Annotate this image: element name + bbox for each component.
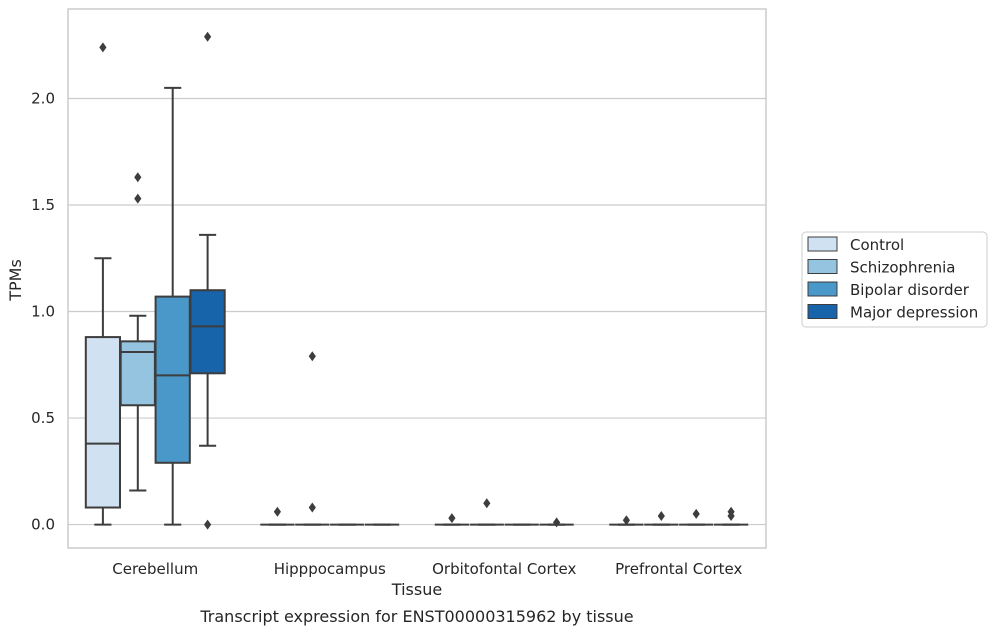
iqr-box: [154, 295, 191, 464]
x-tick-label: Hipppocampus: [274, 560, 386, 578]
outlier-point: [448, 513, 456, 524]
legend-frame: [801, 231, 988, 328]
box-control: [609, 515, 644, 526]
outlier-point: [657, 511, 665, 522]
box-schizophrenia: [295, 351, 330, 526]
box-control: [260, 506, 295, 526]
box-bipolar-disorder: [679, 508, 714, 526]
legend-label: Bipolar disorder: [850, 281, 970, 299]
outlier-point: [273, 506, 281, 517]
y-tick-label: 0.5: [31, 409, 55, 427]
iqr-box: [84, 336, 122, 509]
plot-frame: [67, 8, 767, 549]
box-major-depression: [713, 506, 749, 526]
x-tick-labels: Cerebellum Hipppocampus Orbitofontal Corte…: [112, 560, 742, 578]
outlier-point: [308, 502, 316, 513]
outlier-point: [204, 519, 212, 530]
box-bipolar-disorder: [154, 86, 191, 526]
legend-label: Schizophrenia: [850, 259, 955, 277]
outlier-point: [692, 508, 700, 519]
y-axis-label: TPMs: [6, 259, 25, 302]
y-tick-label: 2.0: [31, 89, 55, 107]
y-tick-label: 1.5: [31, 196, 55, 214]
x-tick-label: Prefrontal Cortex: [615, 560, 742, 578]
outlier-point: [134, 172, 142, 183]
legend-swatch: [807, 259, 838, 274]
y-tick-label: 0.0: [31, 516, 55, 534]
outlier-point: [99, 42, 107, 53]
legend: Control Schizophrenia Bipolar disorder Majo…: [801, 231, 988, 328]
box-major-depression: [189, 31, 226, 530]
box-control: [84, 42, 122, 526]
legend-swatch: [807, 236, 838, 252]
y-tick-labels: 0.0 0.5 1.0 1.5 2.0: [31, 89, 55, 533]
box-control: [434, 513, 470, 526]
box-major-depression: [539, 517, 574, 528]
chart-caption: Transcript expression for ENST0000031596…: [199, 607, 633, 626]
outlier-point: [308, 351, 316, 362]
boxes-layer: [84, 31, 749, 530]
x-tick-label: Cerebellum: [112, 560, 198, 578]
outlier-point: [134, 193, 142, 204]
y-tick-label: 1.0: [31, 303, 55, 321]
box-schizophrenia: [469, 498, 504, 526]
box-schizophrenia: [119, 172, 156, 492]
legend-swatch: [807, 281, 838, 297]
outlier-point: [483, 498, 491, 509]
outlier-point: [622, 515, 630, 526]
outlier-point: [553, 517, 561, 528]
legend-swatch: [807, 304, 838, 319]
legend-label: Major depression: [850, 304, 978, 322]
legend-label: Control: [850, 236, 904, 254]
iqr-box: [189, 289, 226, 375]
box-schizophrenia: [644, 511, 679, 526]
legend-items: Control Schizophrenia Bipolar disorder Majo…: [807, 236, 978, 322]
outlier-point: [204, 31, 212, 42]
x-axis-label: Tissue: [391, 580, 442, 599]
outlier-point: [727, 506, 735, 517]
iqr-box: [119, 340, 156, 407]
x-tick-label: Orbitofontal Cortex: [432, 560, 576, 578]
